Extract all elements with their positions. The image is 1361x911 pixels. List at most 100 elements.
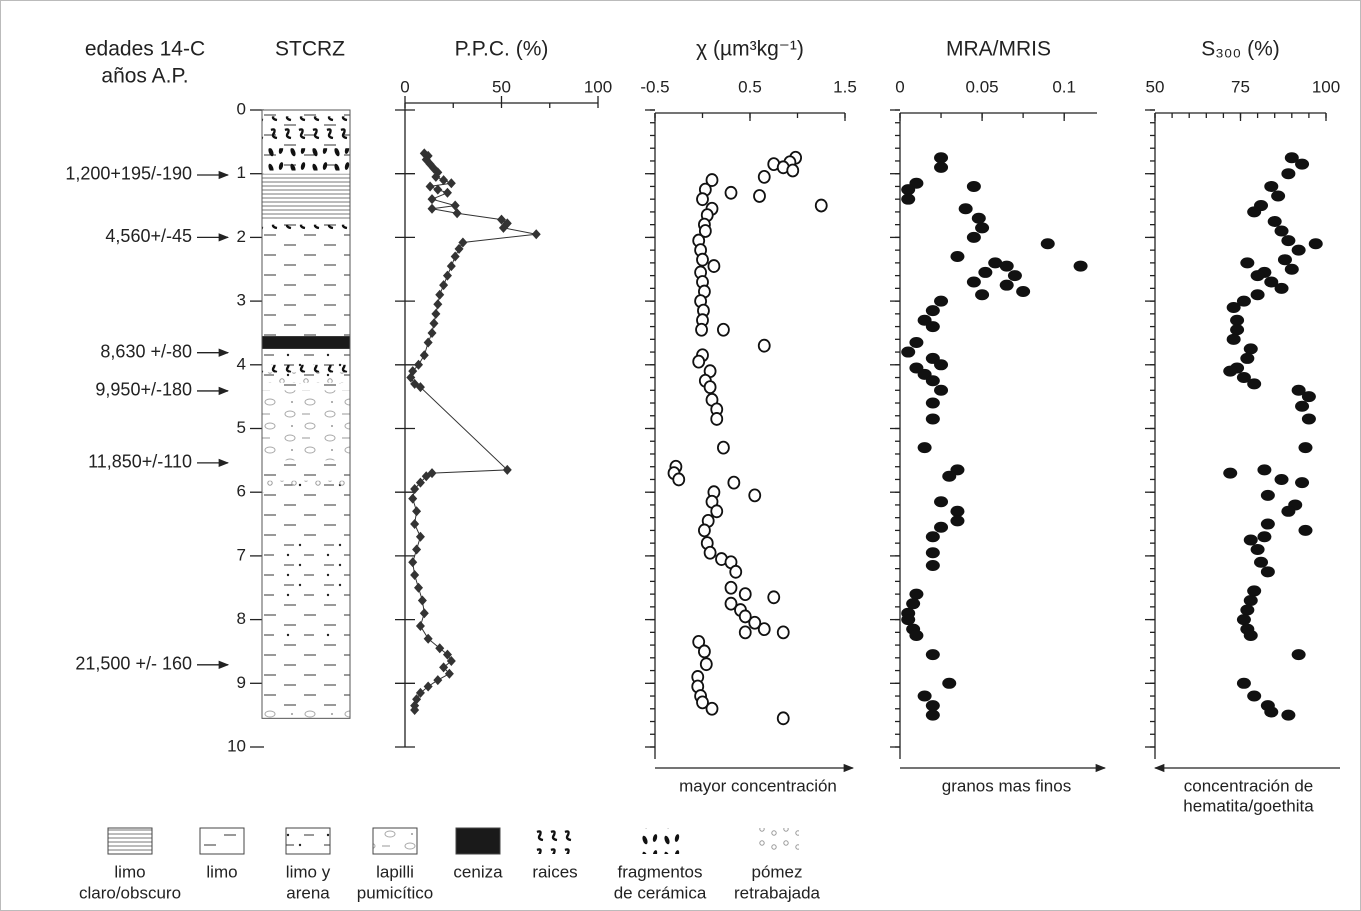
age-label: 11,850+/-110 [88,452,192,472]
legend-label: limo [206,862,237,881]
legend-swatch [533,828,577,854]
data-point [925,397,940,409]
data-point [975,289,990,301]
depth-tick-label: 9 [237,673,246,692]
data-point [1016,286,1031,298]
data-point [1281,505,1296,517]
data-point [431,171,441,182]
data-point [1247,690,1262,702]
data-point [1291,649,1306,661]
data-point [1223,467,1238,479]
data-point [738,609,752,624]
data-point [427,203,437,214]
data-point [1281,235,1296,247]
data-point [412,544,422,555]
data-point [446,178,456,189]
data-point [966,276,981,288]
data-point [695,322,708,337]
panel-title: P.P.C. (%) [455,38,549,61]
data-point [1281,168,1296,180]
lithology-layer [262,372,350,383]
data-point [1295,158,1310,170]
data-point [1254,556,1269,568]
data-point [942,470,957,482]
data-point [415,620,425,631]
x-tick-label: 0.05 [966,77,999,96]
data-point [925,375,940,387]
data-point [988,257,1003,269]
data-point [757,622,771,637]
data-point [450,200,460,211]
data-point [934,161,949,173]
data-point [1291,384,1306,396]
data-point [692,354,706,369]
data-point [1264,180,1279,192]
data-point [696,192,709,207]
data-point [934,295,949,307]
data-point [1274,282,1289,294]
data-point [901,184,916,196]
data-point [724,596,738,611]
data-point [439,662,449,673]
lithology-layer [262,710,350,719]
data-point [1040,238,1055,250]
lithology-layer [262,173,350,220]
data-point [776,625,790,640]
data-point [748,615,762,630]
data-point [909,630,924,642]
data-point [425,181,435,192]
lithology-layer [262,364,350,373]
lithology-layer [262,638,350,711]
lithology-layer [262,460,350,480]
data-point [1274,473,1289,485]
data-point [707,259,721,273]
data-point [410,570,420,581]
legend-swatch [455,827,501,855]
data-point [925,559,940,571]
legend-label: arena [286,883,330,902]
data-point [1236,295,1251,307]
data-point [786,163,800,178]
x-tick-label: 50 [492,77,511,96]
data-point [909,588,924,600]
data-point [934,359,949,371]
data-point [406,372,416,383]
data-point [717,322,730,337]
data-point [1247,585,1262,597]
column-outline [261,109,351,719]
data-point [502,464,512,475]
data-point [1243,343,1258,355]
data-point [1007,270,1022,282]
x-tick-label: 100 [584,77,612,96]
lithology-layer [262,116,350,142]
data-point [1243,534,1258,546]
data-point [433,299,443,310]
data-point [925,531,940,543]
depth-tick-label: 3 [237,291,246,310]
lithology-layer [262,492,350,544]
data-point [710,504,724,519]
data-point [901,346,916,358]
data-point [454,243,464,254]
legend-label: lapilli [376,862,414,881]
data-point [1250,270,1265,282]
data-point [1247,378,1262,390]
data-point [1260,566,1275,578]
data-point [1295,400,1310,412]
data-point [757,338,771,353]
x-tick-label: 0.5 [738,77,762,96]
data-point [950,251,965,263]
depth-tick-label: 7 [237,545,246,564]
data-point [757,169,771,184]
data-point [909,337,924,349]
data-point [966,231,981,243]
data-point [1298,524,1313,536]
data-point [446,261,456,272]
x-tick-label: 0 [400,77,409,96]
data-point [427,327,437,338]
age-label: 21,500 +/- 160 [75,654,192,674]
data-point [978,266,993,278]
data-point [698,224,712,238]
data-point [1236,677,1251,689]
